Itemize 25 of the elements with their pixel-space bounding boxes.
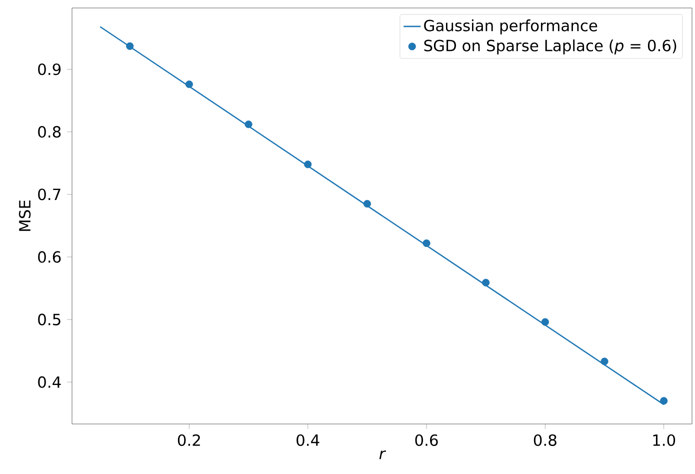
legend-label: Gaussian performance bbox=[424, 19, 598, 34]
point bbox=[660, 397, 668, 405]
x-tick-label: 1.0 bbox=[653, 434, 676, 446]
point bbox=[541, 318, 549, 326]
y-tick-label: 0.5 bbox=[38, 314, 60, 326]
x-tick-label: 0.8 bbox=[534, 434, 556, 446]
x-tick-label: 0.2 bbox=[178, 434, 200, 446]
point bbox=[244, 120, 252, 128]
y-tick-label: 0.7 bbox=[38, 188, 60, 200]
y-tick-label: 0.6 bbox=[38, 251, 61, 263]
legend-label: SGD on Sparse Laplace (p = 0.6) bbox=[424, 39, 676, 54]
y-tick-label: 0.9 bbox=[38, 63, 61, 76]
point bbox=[363, 200, 371, 208]
x-tick-label: 0.4 bbox=[296, 434, 320, 446]
y-tick-label: 0.4 bbox=[38, 376, 61, 388]
y-axis-title: MSE bbox=[18, 200, 31, 231]
point bbox=[126, 42, 134, 50]
point bbox=[422, 239, 430, 247]
point bbox=[185, 80, 193, 88]
point bbox=[482, 278, 490, 286]
x-tick-label: 0.6 bbox=[415, 434, 438, 446]
x-axis-title: r bbox=[379, 450, 386, 460]
y-tick-label: 0.8 bbox=[38, 126, 61, 138]
point bbox=[600, 358, 608, 366]
point bbox=[304, 160, 312, 168]
